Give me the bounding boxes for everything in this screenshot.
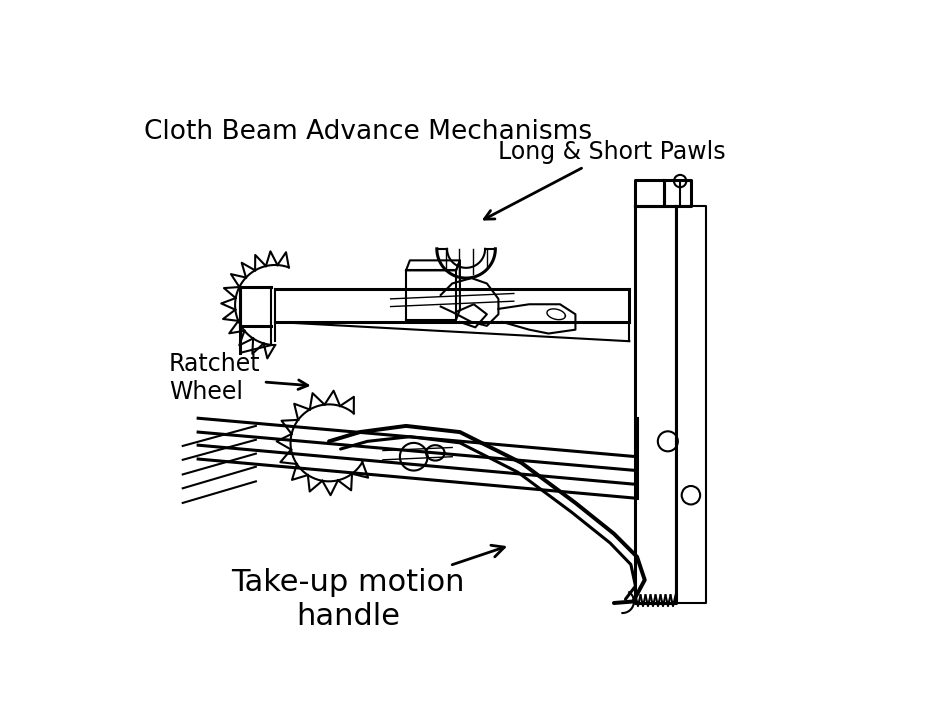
Text: Long & Short Pawls: Long & Short Pawls (484, 140, 726, 219)
Text: Take-up motion
handle: Take-up motion handle (232, 545, 504, 631)
Text: Cloth Beam Advance Mechanisms: Cloth Beam Advance Mechanisms (144, 120, 593, 145)
Text: Ratchet
Wheel: Ratchet Wheel (169, 352, 308, 404)
